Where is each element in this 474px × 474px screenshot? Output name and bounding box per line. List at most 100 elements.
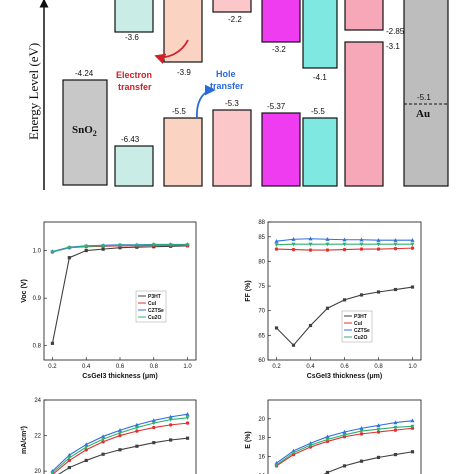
data-point	[393, 452, 398, 457]
data-point	[342, 429, 347, 434]
data-point	[118, 243, 122, 248]
data-point	[376, 427, 381, 432]
data-point	[393, 420, 398, 425]
series-CZTSe	[50, 412, 190, 473]
data-point	[325, 242, 330, 247]
htl1-cb-block	[163, 0, 203, 63]
x-axis-title: CsGeI3 thickness (μm)	[307, 373, 382, 380]
data-point	[168, 417, 173, 422]
y-tick-label: 65	[258, 333, 265, 339]
data-point	[393, 287, 398, 292]
data-point	[67, 256, 71, 260]
data-point	[185, 421, 190, 425]
data-point	[118, 448, 122, 452]
data-point	[101, 437, 106, 442]
data-point	[118, 431, 122, 436]
data-point	[67, 458, 72, 463]
data-point	[325, 437, 330, 442]
legend-label: Cu2O	[148, 315, 161, 321]
absorber-cb-block	[114, 0, 154, 33]
series-Cu2O	[50, 243, 190, 255]
plot-frame	[267, 399, 422, 474]
data-point	[118, 246, 122, 250]
sno2-cb-label: -4.24	[75, 69, 94, 78]
data-point	[359, 237, 364, 242]
plot-1: 0.8 0.9 1.0 0.2 0.4 0.6 0.8 1.0 CsGeI3 thickness…	[21, 221, 197, 380]
data-point	[185, 416, 190, 420]
data-point	[291, 343, 296, 347]
series-CZTSe	[274, 418, 415, 465]
htl5-vb-block	[344, 41, 384, 187]
plot-4: 14161820E (%)	[245, 399, 422, 474]
hole-transfer-label-1: Hole	[216, 69, 236, 79]
htl2-vb-label: -5.3	[225, 99, 239, 108]
data-point	[325, 306, 330, 310]
plot-3: 20 22 24 mA/cm²)	[21, 398, 197, 474]
y-tick-label: 1.0	[33, 249, 42, 255]
data-point	[359, 247, 364, 251]
data-point	[308, 323, 313, 328]
absorber-vb-label: -6.43	[121, 135, 140, 144]
htl4-cb-label: -4.1	[313, 73, 327, 82]
data-point	[134, 425, 139, 430]
au-level-label: -5.1	[417, 93, 431, 102]
data-point	[410, 246, 415, 250]
y-tick-label: 85	[258, 235, 265, 241]
data-point	[101, 244, 106, 248]
legend-label: CuI	[354, 321, 363, 327]
data-point	[134, 422, 139, 427]
hole-transfer-arrow	[196, 84, 216, 119]
data-point	[67, 456, 72, 460]
data-point	[135, 429, 139, 433]
data-point	[393, 428, 398, 432]
y-tick-label: 75	[258, 284, 265, 290]
legend-label: P3HT	[354, 314, 367, 320]
htl2-vb-block	[212, 109, 252, 187]
series-line	[276, 420, 413, 464]
legend-label: CZTSe	[148, 308, 164, 314]
series-Cu2O	[274, 242, 415, 247]
htl3-cb-label: -3.2	[272, 45, 286, 54]
series-line	[52, 413, 188, 472]
data-point	[84, 248, 88, 253]
y-tick-label: 80	[258, 259, 265, 265]
data-point	[308, 443, 313, 448]
data-point	[376, 430, 381, 434]
series-P3HT	[50, 244, 190, 345]
data-point	[393, 246, 398, 251]
data-point	[168, 423, 173, 427]
data-point	[359, 429, 364, 434]
htl4-cb-block	[302, 0, 338, 69]
data-point	[67, 246, 72, 250]
htl5-vb-label: -3.1	[386, 42, 400, 51]
series-line	[52, 417, 188, 474]
y-tick-label: 0.9	[33, 296, 42, 302]
data-point	[101, 440, 105, 444]
legend-label: CuI	[148, 301, 157, 307]
series-CuI	[50, 421, 190, 474]
htl3-vb-block	[261, 112, 301, 187]
data-point	[359, 293, 364, 297]
data-point	[151, 418, 156, 423]
y-tick-label: 0.8	[33, 344, 42, 350]
au-label: Au	[416, 108, 430, 120]
series-P3HT	[58, 436, 190, 474]
series-line	[51, 245, 188, 344]
data-point	[325, 434, 330, 439]
data-point	[274, 239, 279, 243]
data-point	[274, 463, 279, 468]
series-Cu2O	[274, 424, 415, 468]
htl3-vb-label: -5.37	[267, 102, 286, 111]
data-point	[342, 242, 347, 247]
data-point	[84, 458, 88, 463]
data-point	[342, 237, 347, 242]
data-point	[291, 242, 296, 247]
data-point	[308, 248, 313, 252]
data-point	[152, 441, 156, 445]
data-point	[410, 242, 415, 247]
htl3-cb-block	[261, 0, 301, 43]
htl1-vb-block	[163, 117, 203, 187]
electron-transfer-label-2: transfer	[118, 82, 152, 92]
data-point	[101, 452, 105, 456]
